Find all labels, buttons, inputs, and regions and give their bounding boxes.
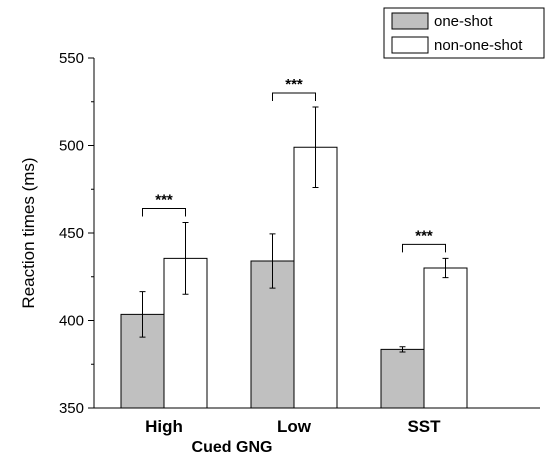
legend-swatch-non-one-shot [391, 36, 429, 54]
x-tick-label-sst: SST [407, 417, 441, 436]
bar-one-shot-sst [380, 348, 425, 409]
bar-non-one-shot-sst [423, 267, 468, 409]
legend-label-one-shot: one-shot [434, 13, 493, 30]
y-tick-label: 550 [59, 50, 84, 67]
legend-swatch-one-shot [391, 12, 429, 30]
y-tick-label: 400 [59, 313, 84, 330]
significance-bracket-sst [402, 243, 446, 253]
bar-non-one-shot-low [293, 146, 338, 409]
y-tick-label: 450 [59, 225, 84, 242]
legend-label-non-one-shot: non-one-shot [434, 37, 523, 54]
significance-label-sst: *** [415, 227, 433, 244]
significance-label-low: *** [285, 76, 303, 93]
x-tick-label-low: Low [277, 417, 312, 436]
y-tick-label: 500 [59, 138, 84, 155]
legend: one-shot non-one-shot [383, 7, 545, 59]
y-tick-label: 350 [59, 400, 84, 417]
x-tick-label-high: High [145, 417, 183, 436]
y-axis-label: Reaction times (ms) [19, 157, 38, 308]
plot-area: 350 400 450 500 550 High Low SST *** *** *** [59, 50, 540, 436]
significance-bracket-high [142, 208, 186, 217]
significance-label-high: *** [155, 192, 173, 209]
significance-bracket-low [272, 92, 316, 101]
x-axis-label: Cued GNG [192, 439, 273, 456]
